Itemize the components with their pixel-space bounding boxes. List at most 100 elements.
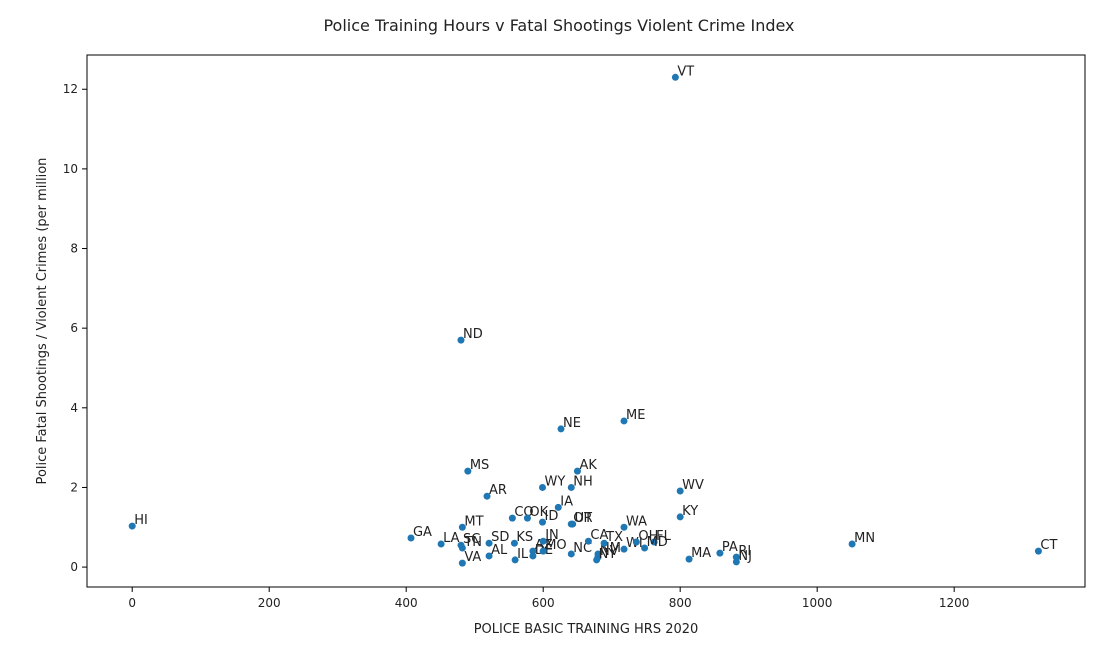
point-label: IL	[517, 547, 529, 562]
point-label: FL	[656, 529, 671, 544]
point-label: VA	[464, 550, 481, 565]
x-tick-label: 1200	[939, 596, 970, 610]
point	[600, 539, 608, 547]
point-label: NC	[573, 541, 592, 556]
point-label: MT	[464, 514, 483, 529]
point-label: PA	[722, 540, 738, 555]
point	[539, 518, 547, 526]
point	[716, 549, 724, 557]
plot-frame	[86, 54, 1086, 588]
point-label: KY	[682, 504, 698, 519]
point-label: NV	[600, 544, 619, 559]
point	[511, 556, 519, 564]
y-axis-label: Police Fatal Shootings / Violent Crimes …	[35, 158, 50, 485]
y-tick-label: 10	[63, 162, 78, 176]
point-label: NE	[563, 416, 581, 431]
point	[554, 503, 562, 511]
point-label: MN	[854, 531, 875, 546]
point	[573, 467, 581, 475]
point	[671, 73, 679, 81]
x-tick-label: 0	[128, 596, 136, 610]
y-tick-label: 4	[70, 401, 78, 415]
point	[539, 537, 547, 545]
point	[1034, 547, 1042, 555]
point	[529, 552, 537, 560]
point	[485, 552, 493, 560]
point	[458, 544, 466, 552]
point	[594, 550, 602, 558]
y-tick-label: 6	[70, 321, 78, 335]
point	[457, 336, 465, 344]
y-tick-label: 2	[70, 480, 78, 494]
point-label: CA	[590, 528, 608, 543]
point-label: MA	[691, 546, 711, 561]
point	[593, 556, 601, 564]
point-label: ID	[545, 509, 559, 524]
point-label: NH	[573, 474, 593, 489]
point	[567, 550, 575, 558]
point-label: WY	[545, 474, 566, 489]
point	[620, 545, 628, 553]
point-label: AL	[491, 543, 508, 558]
point-label: UT	[575, 511, 593, 526]
point-label: KS	[516, 530, 533, 545]
point	[557, 425, 565, 433]
point	[437, 540, 445, 548]
point	[732, 558, 740, 566]
point	[464, 467, 472, 475]
point	[539, 547, 547, 555]
point-label: AR	[489, 483, 507, 498]
y-tick-label: 8	[70, 242, 78, 256]
point	[458, 523, 466, 531]
chart-title: Police Training Hours v Fatal Shootings …	[323, 16, 794, 35]
x-tick-label: 200	[258, 596, 281, 610]
point-label: WV	[682, 478, 704, 493]
point	[510, 539, 518, 547]
x-tick-label: 800	[669, 596, 692, 610]
x-tick-label: 600	[532, 596, 555, 610]
point-label: AZ	[535, 538, 553, 553]
point-label: IN	[545, 528, 559, 543]
point-label: GA	[413, 525, 432, 540]
point-label: IA	[560, 494, 573, 509]
point-label: MO	[545, 538, 566, 553]
point-label: TN	[463, 535, 482, 550]
y-tick-label: 12	[63, 82, 78, 96]
point	[584, 537, 592, 545]
point-label: SD	[491, 530, 509, 545]
point-label: OK	[529, 505, 548, 520]
y-tick-label: 0	[70, 560, 78, 574]
point	[641, 544, 649, 552]
point	[567, 483, 575, 491]
point	[620, 417, 628, 425]
point	[458, 559, 466, 567]
point-label: OR	[573, 511, 592, 526]
point	[569, 520, 577, 528]
x-tick-label: 400	[395, 596, 418, 610]
point-label: NJ	[738, 549, 752, 564]
point	[128, 522, 136, 530]
point-label: HI	[134, 513, 148, 528]
point	[539, 483, 547, 491]
point	[508, 514, 516, 522]
point-label: ND	[463, 327, 483, 342]
point-label: NY	[599, 547, 617, 562]
point	[407, 534, 415, 542]
point	[523, 514, 531, 522]
point-label: LA	[443, 531, 460, 546]
point-label: MD	[647, 535, 668, 550]
point	[485, 539, 493, 547]
point	[676, 513, 684, 521]
point-label: MS	[470, 458, 489, 473]
point	[676, 487, 684, 495]
point	[848, 540, 856, 548]
point-label: RI	[738, 544, 751, 559]
point-label: TX	[605, 530, 623, 545]
point-label: CT	[1040, 538, 1057, 553]
point-label: WA	[626, 514, 647, 529]
x-tick-label: 1000	[802, 596, 833, 610]
point-label: VT	[677, 64, 694, 79]
point	[650, 538, 658, 546]
point	[620, 523, 628, 531]
